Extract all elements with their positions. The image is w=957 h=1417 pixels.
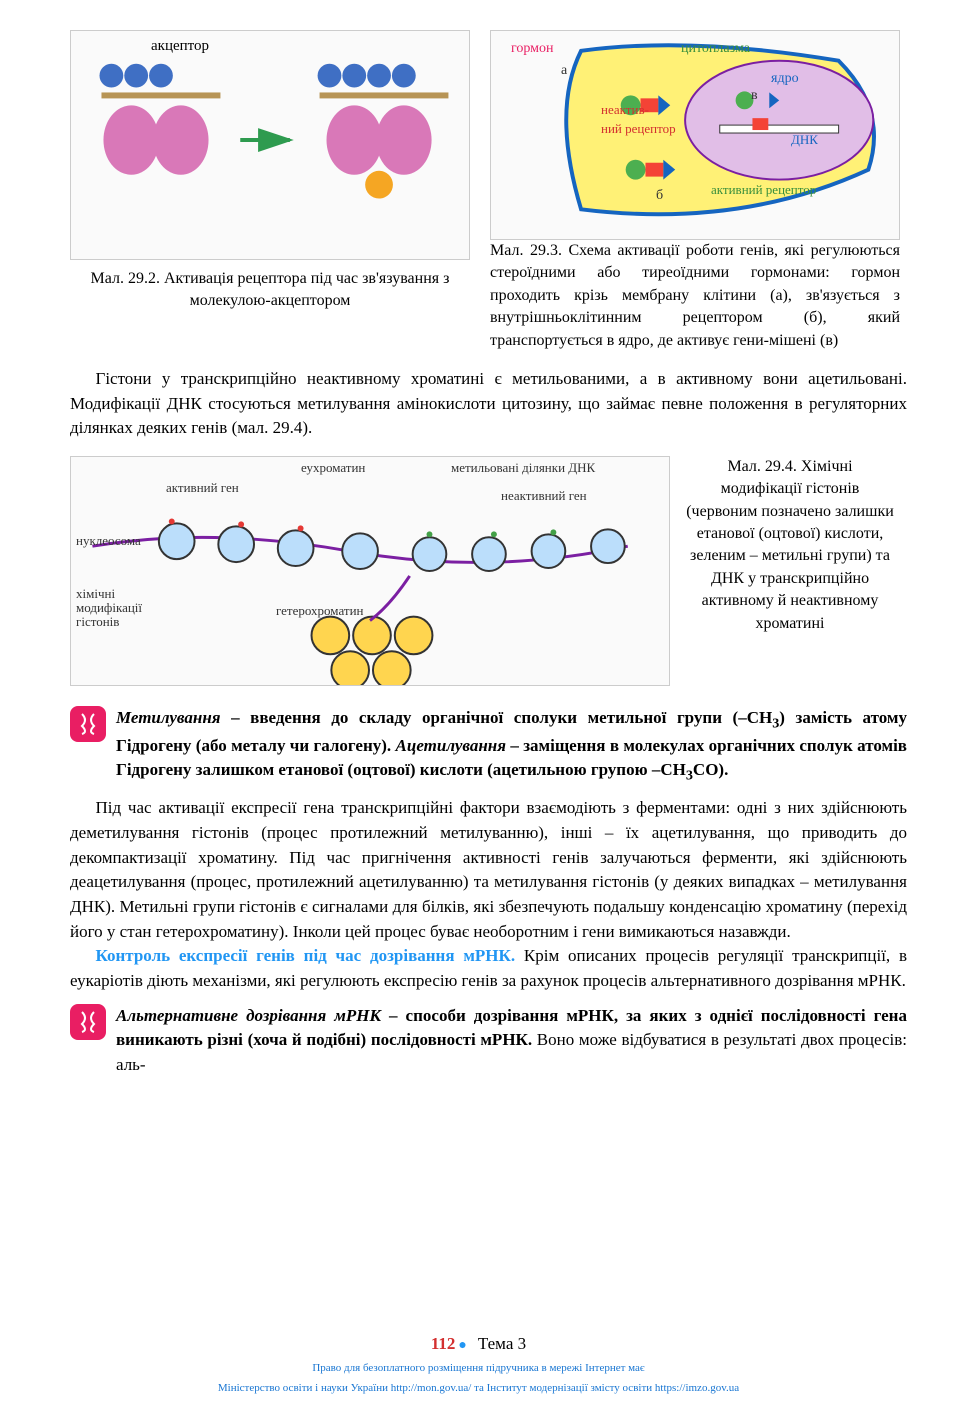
figure-29-4-caption: Мал. 29.4. Хімічні модифікації гістонів …: [685, 456, 895, 635]
fig-29-3-label-dna: ДНК: [791, 131, 818, 150]
fig-29-3-label-v: в: [751, 86, 758, 106]
term-acetylation: Ацетилування: [396, 736, 506, 755]
figure-29-4-image: еухроматин активний ген метильовані діля…: [70, 456, 670, 686]
figure-29-3-image: гормон цитоплазма ядро неактив- ний реце…: [490, 30, 900, 240]
definition-icon: [70, 706, 106, 742]
figure-29-4-container: еухроматин активний ген метильовані діля…: [70, 456, 907, 686]
fig-29-3-svg: [491, 31, 899, 239]
fig-29-4-label-active-gene: активний ген: [166, 479, 239, 498]
fig-29-3-label-cytoplasm: цитоплазма: [681, 39, 750, 59]
definition-alternative-mrna: Альтернативне дозрівання мРНК – способи …: [70, 1004, 907, 1078]
paragraph-mrna-control: Контроль експресії генів під час дозріва…: [70, 944, 907, 993]
def-sub3-2: 3: [686, 768, 693, 784]
fig-29-3-label-inactive: неактив- ний рецептор: [601, 101, 676, 139]
fig-29-4-label-methylated-dna: метильовані ділянки ДНК: [451, 459, 595, 478]
figure-29-2-caption: Мал. 29.2. Активація рецептора під час з…: [70, 268, 470, 313]
section-header-mrna: Контроль експресії генів під час дозріва…: [96, 946, 516, 965]
dna-icon: [76, 1010, 100, 1034]
term-alternative-mrna: Альтернативне дозрівання мРНК: [116, 1006, 381, 1025]
definition-icon-2: [70, 1004, 106, 1040]
footer-rights-1: Право для безоплатного розміщення підруч…: [0, 1361, 957, 1377]
fig-29-3-label-nucleus: ядро: [771, 69, 799, 89]
fig-29-3-label-a: а: [561, 61, 567, 81]
fig-29-3-label-b: б: [656, 186, 663, 206]
fig-29-2-label-acceptor: акцептор: [151, 36, 209, 58]
bullet-icon: ●: [458, 1338, 466, 1353]
figure-29-2-container: акцептор Мал. 29.2. Активація рецептора …: [70, 30, 470, 352]
fig-29-4-label-euchromatin: еухроматин: [301, 459, 365, 478]
paragraph-histones: Гістони у транскрипційно неактивному хро…: [70, 367, 907, 441]
definition-methylation: Метилування – введення до складу органіч…: [70, 706, 907, 787]
def-acetylation-end: СО).: [693, 760, 728, 779]
page-footer: 112 ● Тема 3 Право для безоплатного розм…: [0, 1332, 957, 1397]
page-theme: Тема 3: [478, 1334, 526, 1353]
definition-alternative-text: Альтернативне дозрівання мРНК – способи …: [116, 1004, 907, 1078]
definition-methylation-text: Метилування – введення до складу органіч…: [116, 706, 907, 787]
figure-29-3-container: гормон цитоплазма ядро неактив- ний реце…: [490, 30, 900, 352]
footer-rights-2: Міністерство освіти і науки України http…: [0, 1381, 957, 1397]
def-methylation-body: – введення до складу органічної сполуки …: [221, 708, 773, 727]
page-number: 112: [431, 1334, 456, 1353]
figure-29-3-caption: Мал. 29.3. Схема активації роботи генів,…: [490, 240, 900, 352]
figures-top-row: акцептор Мал. 29.2. Активація рецептора …: [70, 30, 907, 352]
term-methylation: Метилування: [116, 708, 221, 727]
fig-29-3-label-active-receptor: активний рецептор: [711, 181, 816, 200]
fig-29-4-label-chem-mod: хімічні модифікації гістонів: [76, 587, 142, 630]
dna-icon: [76, 712, 100, 736]
figure-29-2-image: акцептор: [70, 30, 470, 260]
fig-29-4-label-heterochromatin: гетерохроматин: [276, 602, 363, 621]
fig-29-3-label-hormon: гормон: [511, 39, 554, 59]
fig-29-4-label-inactive-gene: неактивний ген: [501, 487, 587, 506]
footer-page-line: 112 ● Тема 3: [0, 1332, 957, 1357]
paragraph-activation: Під час активації експресії гена транскр…: [70, 796, 907, 944]
fig-29-4-label-nucleosome: нуклеосома: [76, 532, 141, 551]
fig-29-2-svg: [71, 31, 469, 259]
